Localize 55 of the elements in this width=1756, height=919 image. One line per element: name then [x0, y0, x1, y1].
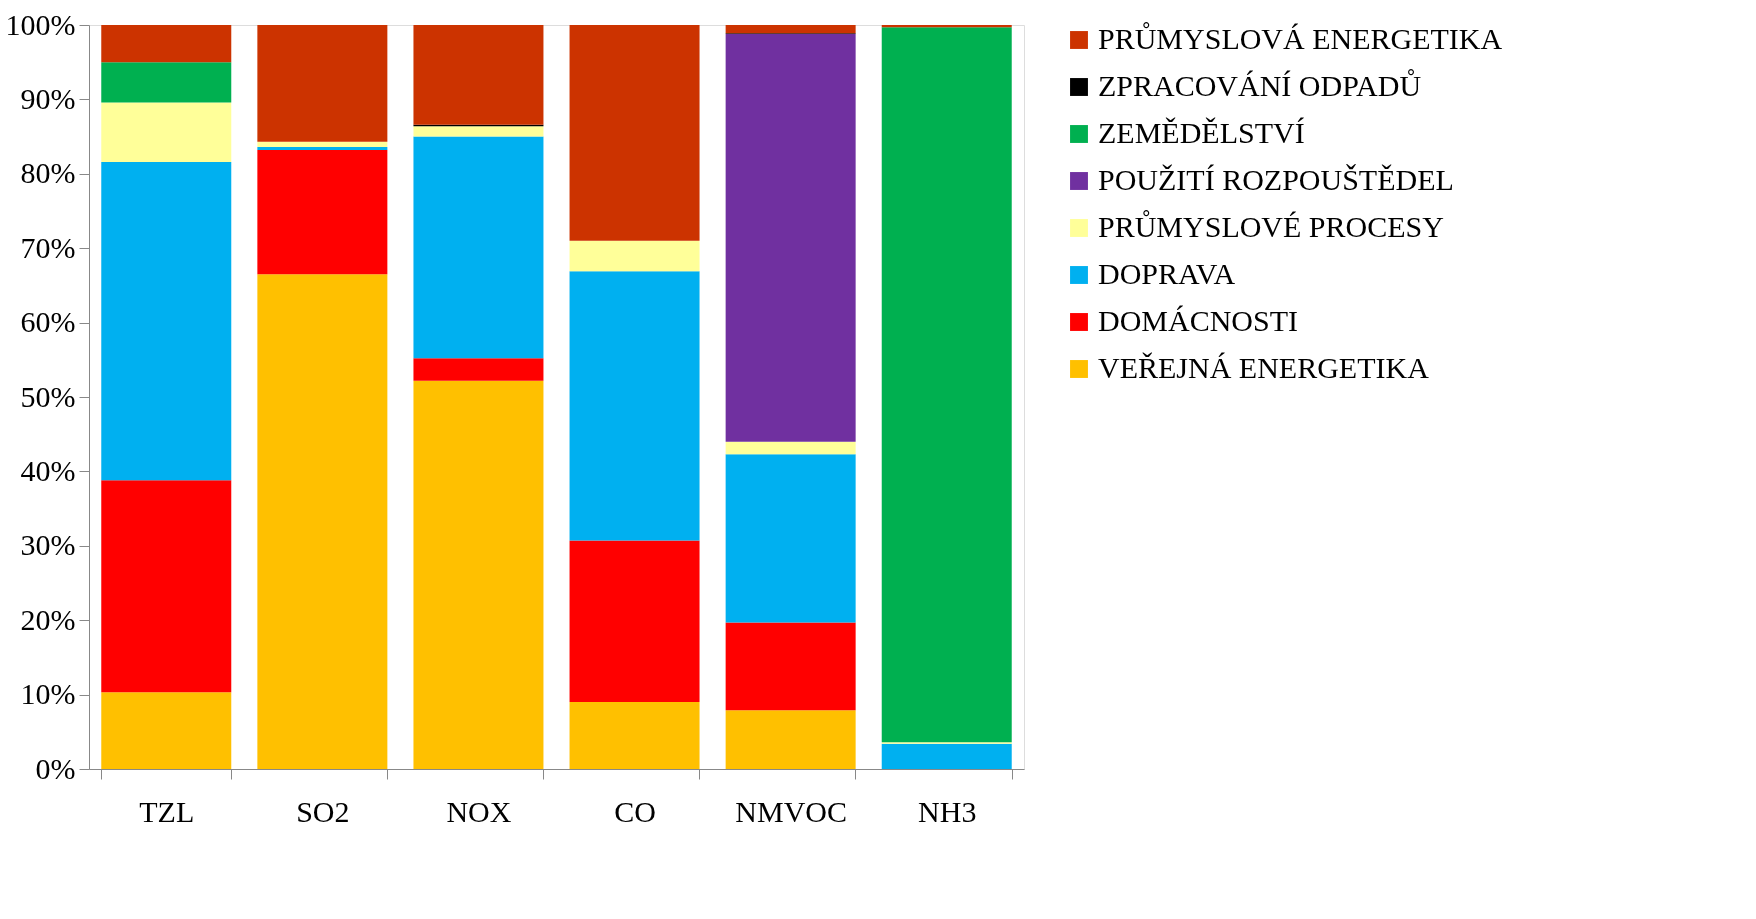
y-tick-label: 100%	[5, 7, 76, 41]
bar	[725, 33, 856, 442]
bar	[101, 25, 232, 63]
y-tick-label: 40%	[20, 453, 76, 487]
x-tick-label: CO	[614, 794, 656, 828]
bar	[725, 25, 856, 34]
bar	[413, 126, 544, 137]
y-tick-label: 90%	[20, 81, 76, 115]
bar	[569, 271, 700, 541]
bar	[101, 62, 232, 103]
y-tick-label: 0%	[35, 751, 76, 785]
y-tick-label: 70%	[20, 230, 76, 264]
bar	[101, 161, 232, 481]
y-tick-label: 30%	[20, 528, 76, 562]
bar	[725, 454, 856, 623]
bar	[257, 141, 388, 148]
legend-label: POUŽITÍ ROZPOUŠTĚDEL	[1098, 163, 1454, 196]
bar	[101, 692, 232, 769]
y-tick-label: 80%	[20, 156, 76, 190]
legend-label: PRŮMYSLOVÉ PROCESY	[1098, 210, 1444, 243]
y-tick-label: 10%	[20, 677, 76, 711]
bar	[725, 710, 856, 769]
y-tick-label: 50%	[20, 379, 76, 413]
bar	[413, 25, 544, 125]
bar	[257, 25, 388, 142]
y-tick-label: 60%	[20, 305, 76, 339]
bar	[413, 380, 544, 769]
bar	[257, 149, 388, 275]
legend-label: ZEMĚDĚLSTVÍ	[1098, 116, 1305, 149]
bar	[881, 25, 1012, 28]
legend-label: VEŘEJNÁ ENERGETIKA	[1098, 351, 1430, 384]
bar	[569, 25, 700, 241]
bar	[257, 147, 388, 150]
legend-label: DOMÁCNOSTI	[1098, 304, 1299, 337]
x-tick-label: TZL	[139, 794, 195, 828]
x-tick-label: SO2	[296, 794, 350, 828]
bar	[725, 622, 856, 711]
y-tick-label: 20%	[20, 602, 76, 636]
bar	[101, 480, 232, 693]
x-tick-label: NMVOC	[735, 794, 847, 828]
bar	[101, 102, 232, 162]
bar	[569, 240, 700, 272]
bar	[569, 540, 700, 703]
bar	[413, 136, 544, 359]
bar	[881, 27, 1012, 743]
bar	[413, 358, 544, 381]
bar	[725, 441, 856, 455]
legend-label: PRŮMYSLOVÁ ENERGETIKA	[1098, 22, 1503, 55]
legend-label: DOPRAVA	[1098, 257, 1236, 290]
x-tick-label: NOX	[446, 794, 512, 828]
bar	[257, 274, 388, 769]
legend-label: ZPRACOVÁNÍ ODPADŮ	[1098, 69, 1422, 102]
x-tick-label: NH3	[918, 794, 977, 828]
bar	[881, 743, 1012, 769]
bar	[569, 702, 700, 769]
